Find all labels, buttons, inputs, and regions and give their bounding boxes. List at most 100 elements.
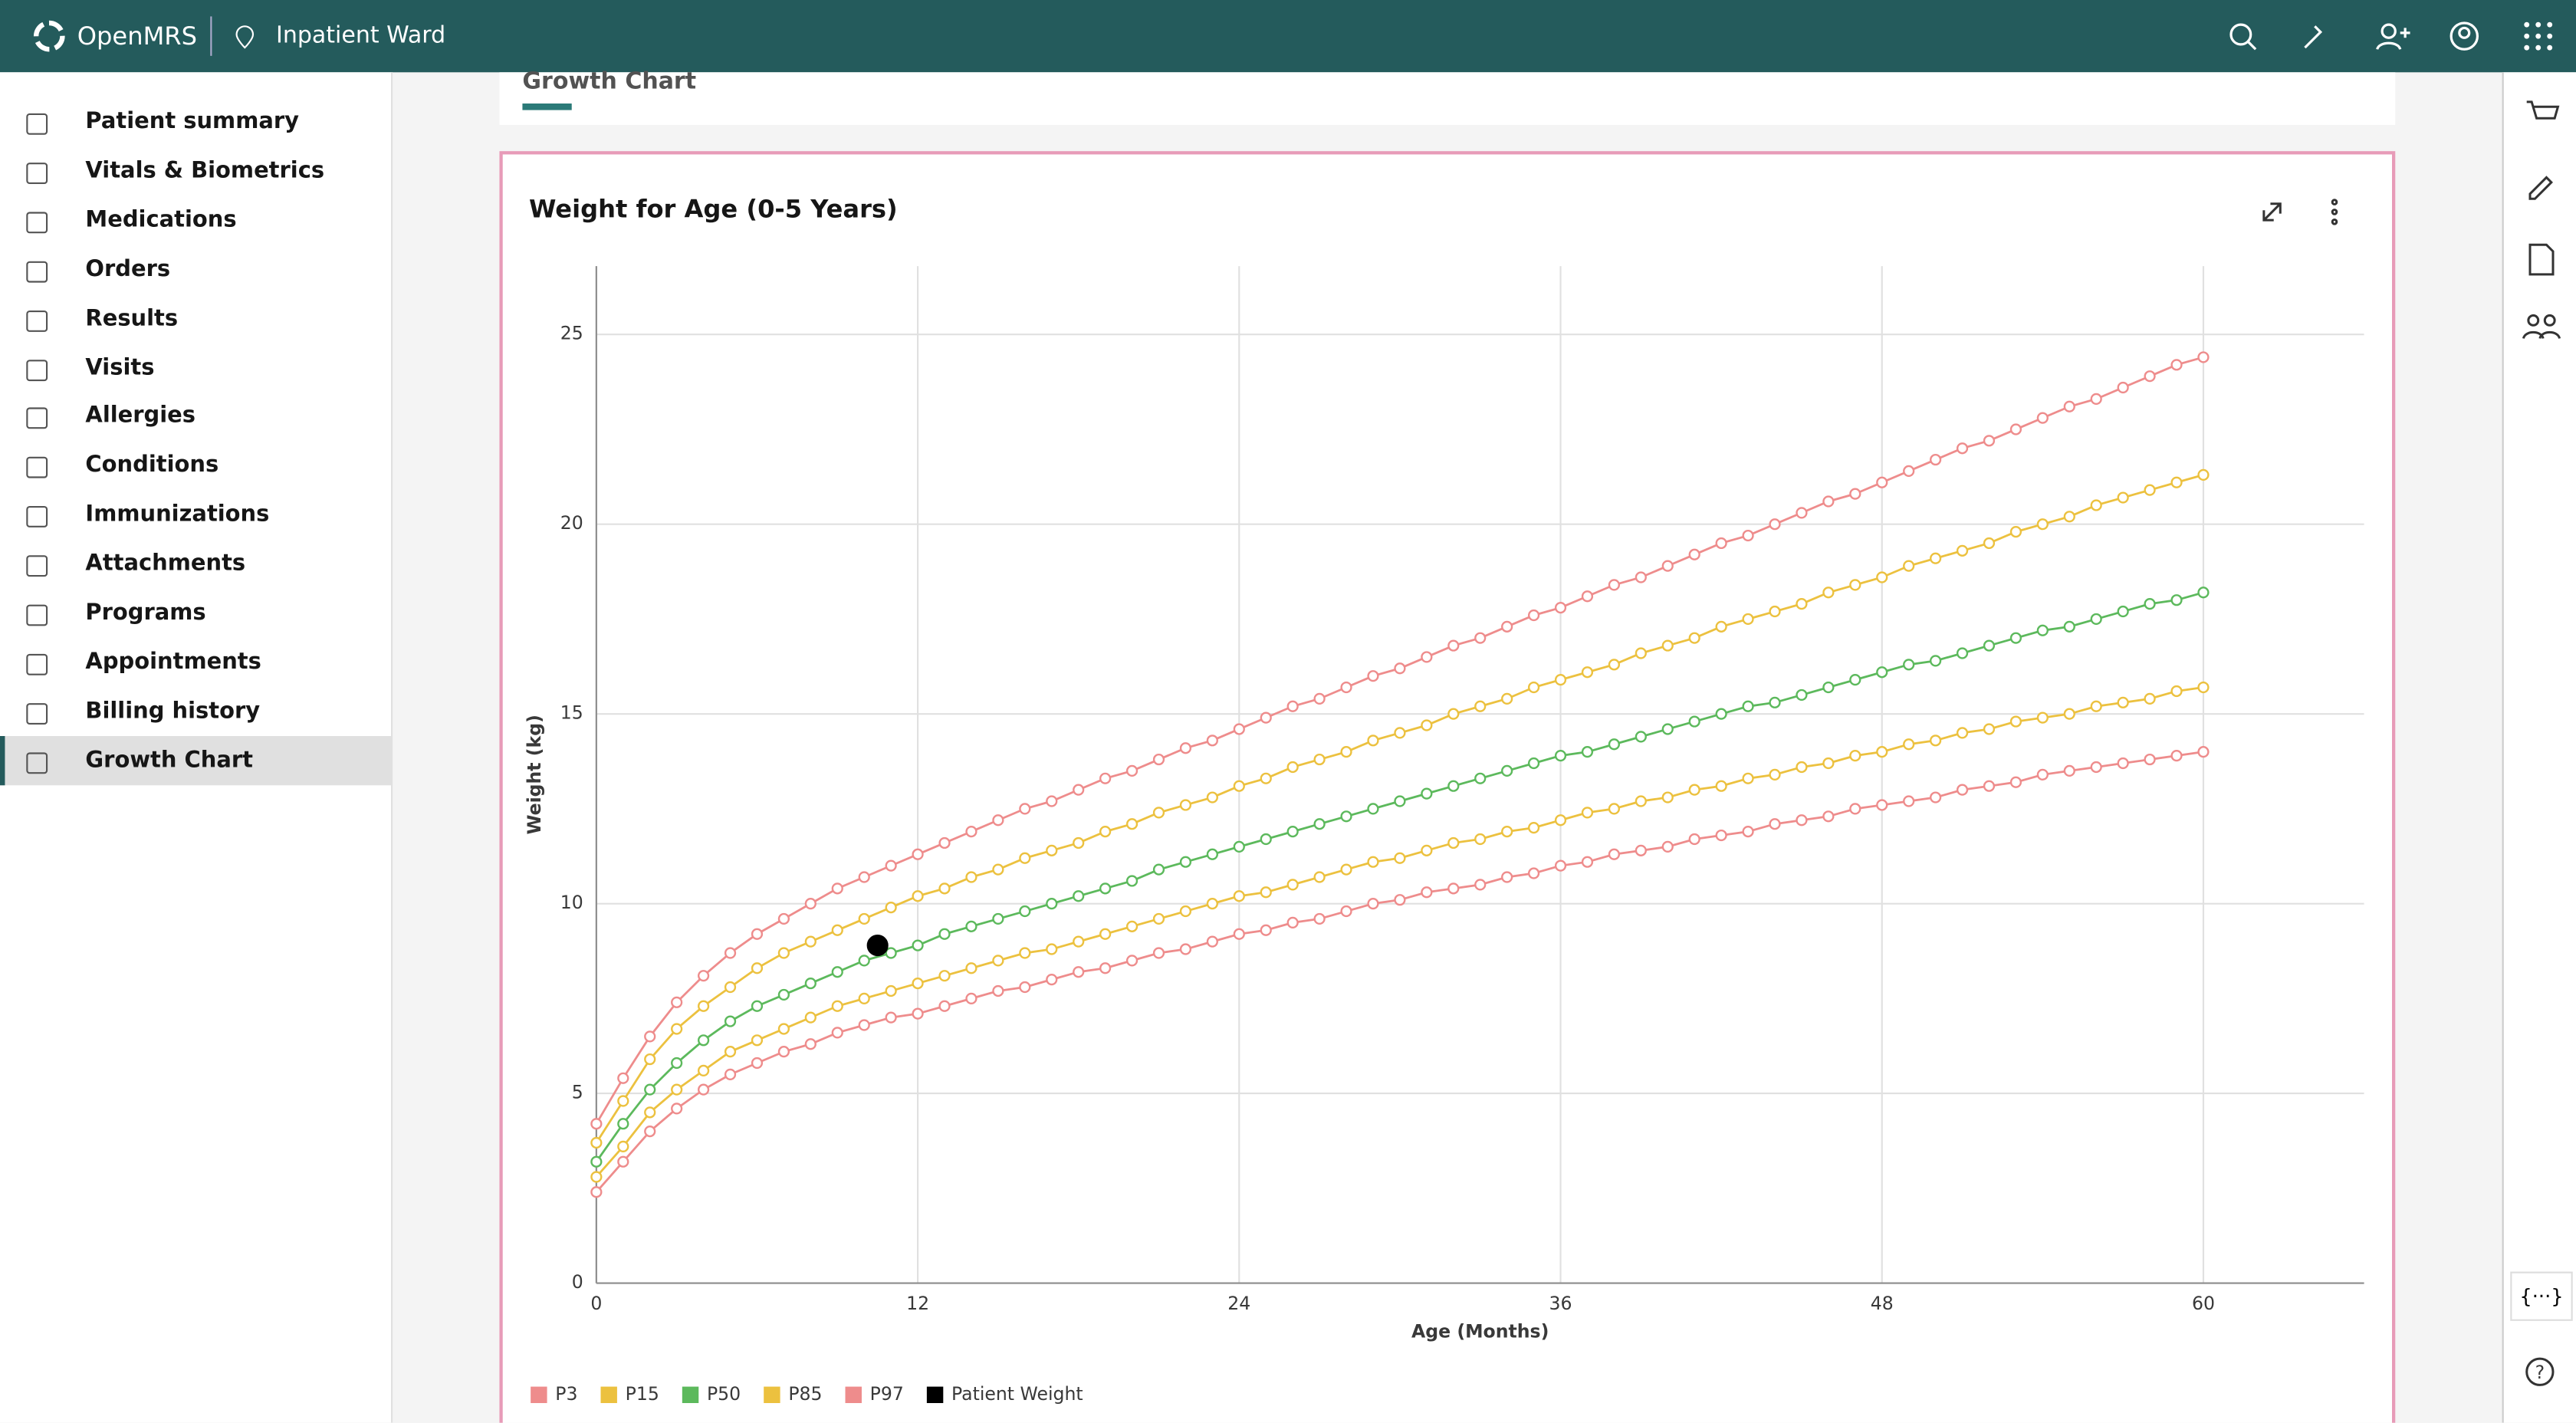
series-point [2170, 594, 2183, 606]
series-point [2090, 499, 2102, 511]
series-point [2063, 511, 2075, 523]
nav-item[interactable]: Programs [0, 588, 391, 637]
series-point [1367, 856, 1379, 868]
series-point [1313, 753, 1326, 766]
series-point [1822, 757, 1835, 770]
nav-label[interactable]: Billing history [85, 698, 261, 725]
legend-label: P97 [870, 1383, 904, 1405]
nav-label[interactable]: Patient summary [85, 108, 300, 135]
series-point [1447, 639, 1460, 652]
series-point [1206, 735, 1218, 747]
series-point [1152, 912, 1165, 925]
nav-label[interactable]: Immunizations [85, 501, 270, 528]
series-point [1849, 579, 1861, 591]
series-line [595, 474, 2204, 1144]
series-point [1554, 859, 1567, 872]
y-tick-label: 15 [560, 702, 583, 724]
series-point [1286, 879, 1299, 891]
legend-swatch [600, 1386, 617, 1403]
nav-item[interactable]: Appointments [0, 637, 391, 686]
series-point [1421, 651, 1433, 663]
series-point [938, 928, 951, 940]
series-point [617, 1072, 629, 1084]
rail-button[interactable]: {···} [2510, 1271, 2573, 1321]
series-point [1046, 795, 1058, 807]
tab[interactable]: Growth Chart [522, 69, 697, 96]
series-point [1367, 735, 1379, 747]
nav-item[interactable]: Patient summary [0, 97, 391, 146]
nav-item[interactable]: Results [0, 294, 391, 343]
series-point [1849, 488, 1861, 500]
series-point [831, 882, 843, 895]
series-point [1688, 632, 1700, 644]
series-point [1206, 791, 1218, 804]
series-point [1876, 571, 1888, 583]
series-point [751, 1034, 764, 1047]
series-point [1474, 879, 1487, 891]
series-point [1742, 529, 1754, 542]
card-actions[interactable] [2262, 199, 2338, 225]
series-point [1983, 723, 1996, 735]
nav-label[interactable]: Orders [85, 255, 171, 282]
series-point [1474, 833, 1487, 846]
series-point [992, 955, 1004, 967]
nav-icon [26, 751, 48, 774]
series-point [1260, 712, 1272, 724]
series-point [1527, 867, 1540, 879]
series-point [2036, 712, 2049, 724]
location[interactable]: Inpatient Ward [276, 23, 446, 50]
series-point [724, 1015, 737, 1027]
series-point [1983, 435, 1996, 447]
series-point [2036, 518, 2049, 531]
series-point [1073, 784, 1085, 796]
nav-label[interactable]: Programs [85, 600, 206, 626]
brand[interactable]: OpenMRS [77, 21, 198, 51]
nav-item[interactable]: Immunizations [0, 490, 391, 539]
series-point [2197, 746, 2210, 758]
nav-label[interactable]: Conditions [85, 452, 219, 479]
nav-item[interactable]: Vitals & Biometrics [0, 146, 391, 195]
series-point [1527, 822, 1540, 834]
logo [33, 20, 65, 52]
nav-item[interactable]: Attachments [0, 539, 391, 588]
nav-icon [26, 162, 48, 184]
series-point [2144, 370, 2156, 383]
series-point [858, 871, 870, 883]
series-point [2117, 381, 2129, 394]
nav-item[interactable]: Conditions [0, 441, 391, 490]
series-point [1099, 825, 1112, 838]
nav-label[interactable]: Growth Chart [85, 747, 254, 774]
nav-item[interactable]: Orders [0, 245, 391, 294]
series-point [1179, 943, 1192, 955]
series-point [1099, 962, 1112, 974]
nav-item[interactable]: Growth Chart [0, 735, 391, 785]
legend-swatch [764, 1386, 780, 1403]
nav-item[interactable]: Medications [0, 196, 391, 245]
tab-bar: Growth Chart [499, 69, 2396, 125]
nav-label[interactable]: Allergies [85, 403, 196, 430]
series-point [804, 935, 816, 948]
nav-icon [26, 702, 48, 725]
series-point [2144, 484, 2156, 496]
nav-item[interactable]: Allergies [0, 392, 391, 441]
series-point [1983, 639, 1996, 652]
nav-item[interactable]: Visits [0, 343, 391, 392]
series-point [992, 984, 1004, 997]
nav-label[interactable]: Appointments [85, 649, 261, 675]
help-icon[interactable]: ? [2520, 1352, 2559, 1392]
series-point [1019, 852, 1031, 864]
nav-label[interactable]: Results [85, 304, 179, 331]
nav-label[interactable]: Attachments [85, 550, 246, 577]
series-point [804, 977, 816, 990]
series-point [831, 1027, 843, 1039]
nav-item[interactable]: Billing history [0, 686, 391, 735]
series-point [1983, 780, 1996, 792]
series-point [1099, 772, 1112, 784]
x-tick-label: 60 [2192, 1293, 2215, 1314]
nav-label[interactable]: Medications [85, 206, 237, 233]
svg-text:?: ? [2535, 1362, 2545, 1383]
nav-label[interactable]: Visits [85, 353, 155, 381]
series-point [2036, 768, 2049, 781]
series-point [1340, 746, 1352, 758]
nav-label[interactable]: Vitals & Biometrics [85, 157, 325, 184]
